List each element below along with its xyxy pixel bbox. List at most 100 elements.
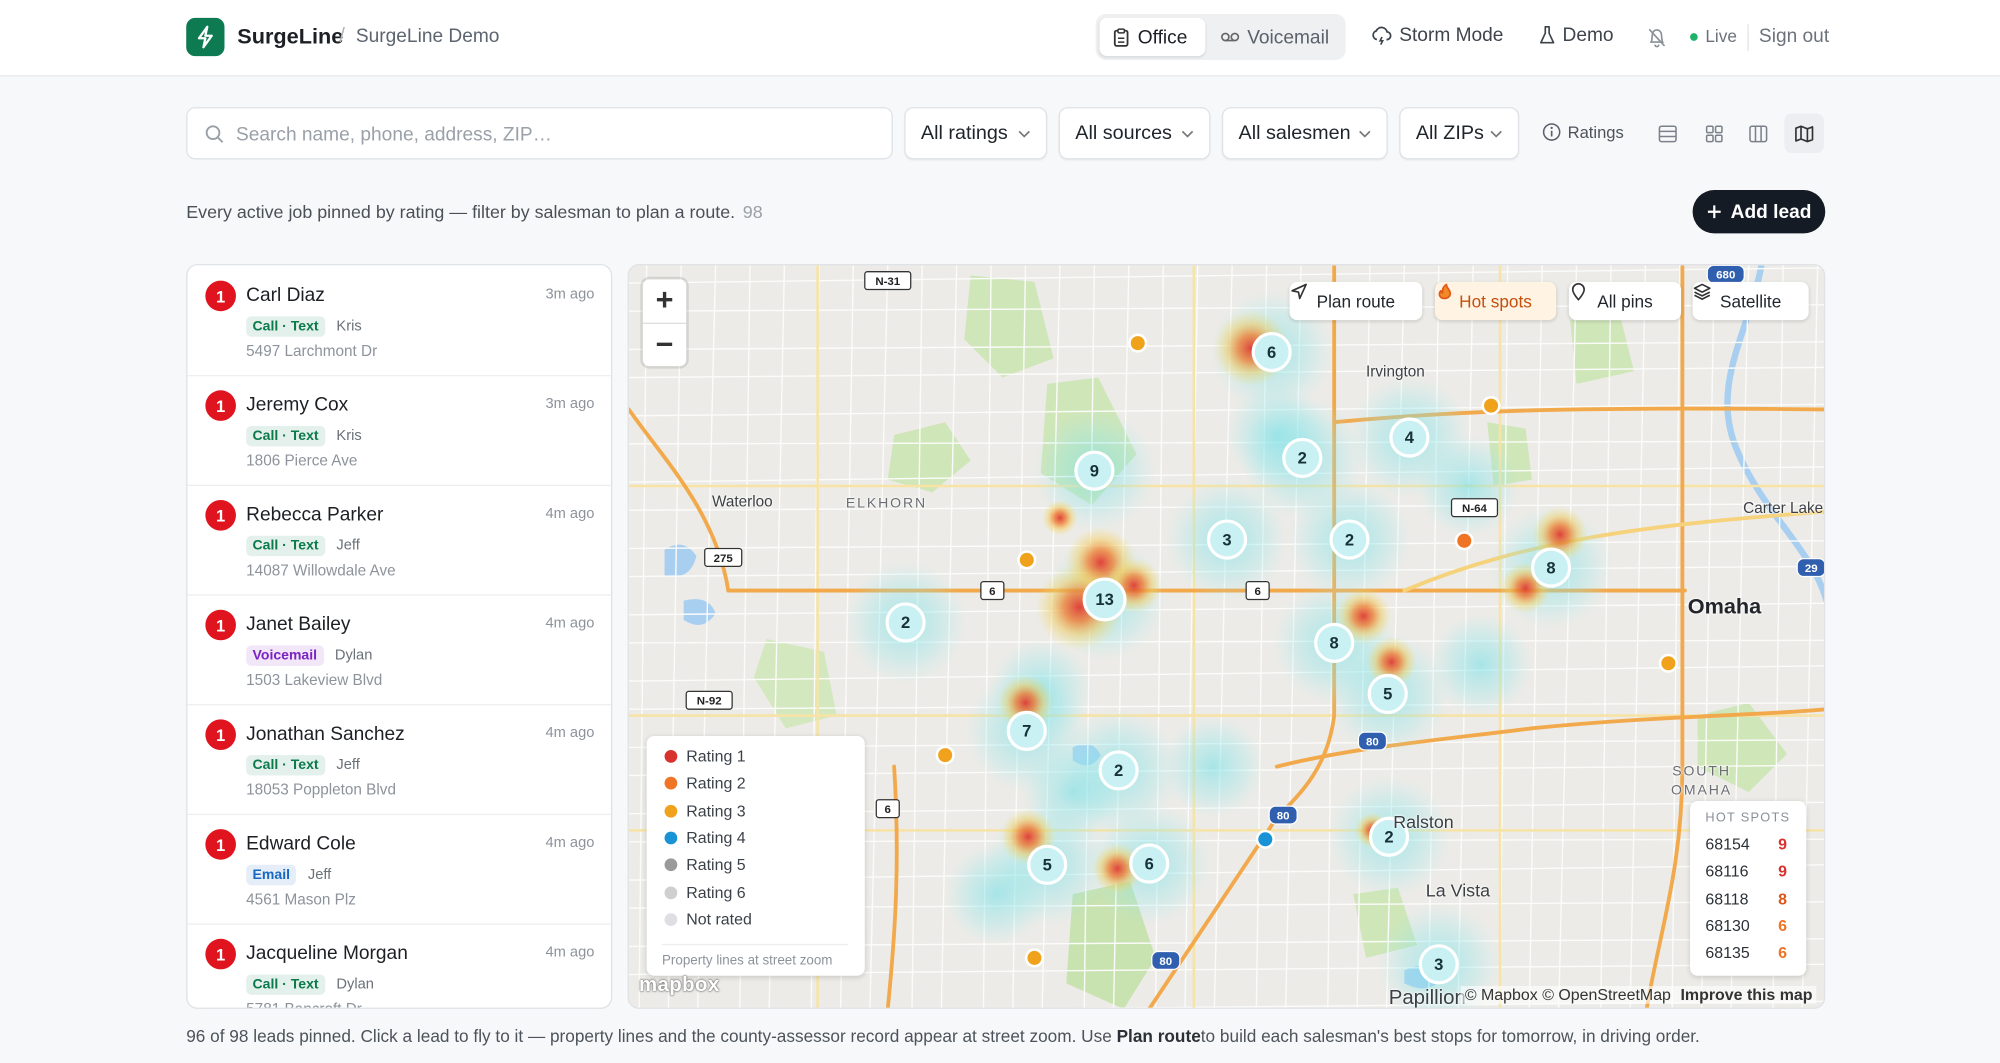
tab[interactable]: Office <box>1099 17 1206 57</box>
hot-spot-zip: 68116 <box>1705 862 1749 881</box>
road-shield: N-92 <box>685 690 733 710</box>
rating-badge: 1 <box>205 609 236 641</box>
filter-dropdown[interactable]: All ratings <box>904 107 1048 160</box>
lead-pin[interactable] <box>1481 396 1501 416</box>
street <box>628 665 1824 682</box>
lead-item[interactable]: 1 Rebecca Parker 4m ago Call · Text Jeff 1408… <box>187 485 611 596</box>
view-map[interactable] <box>1784 113 1824 154</box>
lead-item[interactable]: 1 Janet Bailey 4m ago Voicemail Dylan 1503 La… <box>187 594 611 706</box>
hot-spot-zip: 68135 <box>1705 944 1750 962</box>
attr-mapbox[interactable]: © Mapbox <box>1464 985 1538 1004</box>
cluster[interactable]: 8 <box>1314 622 1355 663</box>
cluster[interactable]: 5 <box>1367 673 1408 714</box>
cluster[interactable]: 2 <box>1329 519 1370 560</box>
legend-swatch <box>664 777 678 790</box>
nav-item[interactable]: Storm Mode <box>1371 24 1503 46</box>
map-button[interactable]: Plan route <box>1289 281 1423 321</box>
street <box>628 602 1824 616</box>
legend-label: Not rated <box>686 910 752 929</box>
cluster[interactable]: 2 <box>1368 816 1410 857</box>
cluster-circle <box>1389 417 1430 458</box>
cluster[interactable]: 3 <box>1206 519 1248 560</box>
cluster[interactable]: 4 <box>1389 417 1430 458</box>
view-grid[interactable] <box>1694 114 1734 154</box>
summary: Every active job pinned by rating — filt… <box>186 202 762 222</box>
filter-dropdown[interactable]: All sources <box>1058 107 1211 160</box>
rating-badge: 1 <box>205 390 236 421</box>
view-list[interactable] <box>1648 114 1688 154</box>
tab[interactable]: Voicemail <box>1208 18 1342 56</box>
map-button[interactable]: Satellite <box>1692 281 1809 321</box>
street <box>1600 265 1612 1008</box>
lead-item[interactable]: 1 Jacqueline Morgan 4m ago Call · Text Dylan… <box>187 923 610 1008</box>
add-lead-button[interactable]: Add lead <box>1692 190 1826 234</box>
cluster[interactable]: 6 <box>1251 331 1292 373</box>
add-lead-label: Add lead <box>1730 200 1812 223</box>
lead-item[interactable]: 1 Jeremy Cox 3m ago Call · Text Kris 1806 Pie… <box>187 375 611 486</box>
lead-pin[interactable] <box>1128 333 1148 353</box>
map-button[interactable]: All pins <box>1568 281 1682 321</box>
tab-group: Office Voicemail <box>1095 14 1346 60</box>
cluster[interactable]: 7 <box>1006 710 1047 751</box>
cluster-circle <box>1418 944 1459 985</box>
zoom-out[interactable]: − <box>655 327 674 363</box>
attribution: © Mapbox © OpenStreetMap Improve this ma… <box>1461 985 1817 1004</box>
channel-chip: Email <box>246 864 297 886</box>
lead-pin[interactable] <box>1024 948 1045 968</box>
ratings-link[interactable]: Ratings <box>1542 122 1624 142</box>
tab-label: Office <box>1137 26 1188 48</box>
logo[interactable] <box>186 17 225 57</box>
lead-pin[interactable] <box>1255 829 1275 849</box>
map[interactable]: N-31 275 6 6 N-92 N-64 80 80 80 6 680 29 6 2 4 9 3 2 8 13 2… <box>627 264 1826 1009</box>
lead-item[interactable]: 1 Edward Cole 4m ago Email Jeff 4561 Mason Pl… <box>187 814 611 925</box>
cluster-circle <box>1006 710 1047 751</box>
cluster-count: 13 <box>1095 590 1113 609</box>
cluster[interactable]: 2 <box>1282 437 1323 478</box>
filter-dropdown[interactable]: All salesmen <box>1221 107 1388 160</box>
header: SurgeLine / SurgeLine Demo Office Voicem… <box>0 0 2000 77</box>
rating-badge: 1 <box>205 829 236 860</box>
map-button[interactable]: Hot spots <box>1434 281 1557 321</box>
lead-address: 18053 Poppleton Blvd <box>246 780 396 799</box>
lead-pin[interactable] <box>1658 653 1678 673</box>
chevron-path <box>1018 130 1030 138</box>
lead-time: 4m ago <box>545 616 595 632</box>
zoom-control: + − <box>642 279 687 367</box>
place-label: ELKHORN <box>845 496 928 512</box>
view-board[interactable] <box>1739 114 1779 154</box>
lead-pin[interactable] <box>935 745 955 765</box>
cluster[interactable]: 13 <box>1082 577 1127 622</box>
attr-improve[interactable]: Improve this map <box>1680 985 1813 1004</box>
lead-pin[interactable] <box>1454 531 1474 551</box>
lead-item[interactable]: 1 Jonathan Sanchez 4m ago Call · Text Jeff 18… <box>187 704 611 816</box>
filter-label: All salesmen <box>1238 121 1351 144</box>
cluster[interactable]: 9 <box>1074 450 1115 491</box>
cluster[interactable]: 6 <box>1129 843 1170 884</box>
map-button-label: All pins <box>1597 291 1653 311</box>
cluster[interactable]: 2 <box>1098 750 1139 791</box>
map-button-label: Satellite <box>1720 291 1782 311</box>
nav-item[interactable]: Demo <box>1539 24 1614 46</box>
lead-pin[interactable] <box>1017 550 1037 570</box>
heatmap <box>844 290 1613 1008</box>
lead-item[interactable]: 1 Carl Diaz 3m ago Call · Text Kris 5497 Larc… <box>187 265 611 377</box>
shield-bg <box>704 547 743 567</box>
shield-label: N-92 <box>697 696 722 708</box>
cluster-circle <box>1027 844 1068 885</box>
cluster[interactable]: 5 <box>1027 844 1068 885</box>
filter-dropdown[interactable]: All ZIPs <box>1399 107 1520 160</box>
place-label: Ralston <box>1393 811 1454 832</box>
sign-out[interactable]: Sign out <box>1758 25 1830 48</box>
cluster[interactable]: 2 <box>885 602 926 643</box>
mapbox-logo[interactable]: mapbox <box>639 974 720 997</box>
legend-label: Rating 4 <box>686 828 746 847</box>
cluster[interactable]: 8 <box>1530 547 1572 588</box>
attr-osm[interactable]: © OpenStreetMap <box>1542 985 1671 1004</box>
park <box>1697 702 1787 793</box>
zoom-in[interactable]: + <box>642 279 687 324</box>
search-box[interactable]: Search name, phone, address, ZIP… <box>186 107 893 160</box>
legend-label: Rating 6 <box>686 883 746 902</box>
cluster[interactable]: 3 <box>1418 944 1459 985</box>
channel-chip: Voicemail <box>246 645 324 666</box>
notifications-off[interactable] <box>1647 27 1667 49</box>
